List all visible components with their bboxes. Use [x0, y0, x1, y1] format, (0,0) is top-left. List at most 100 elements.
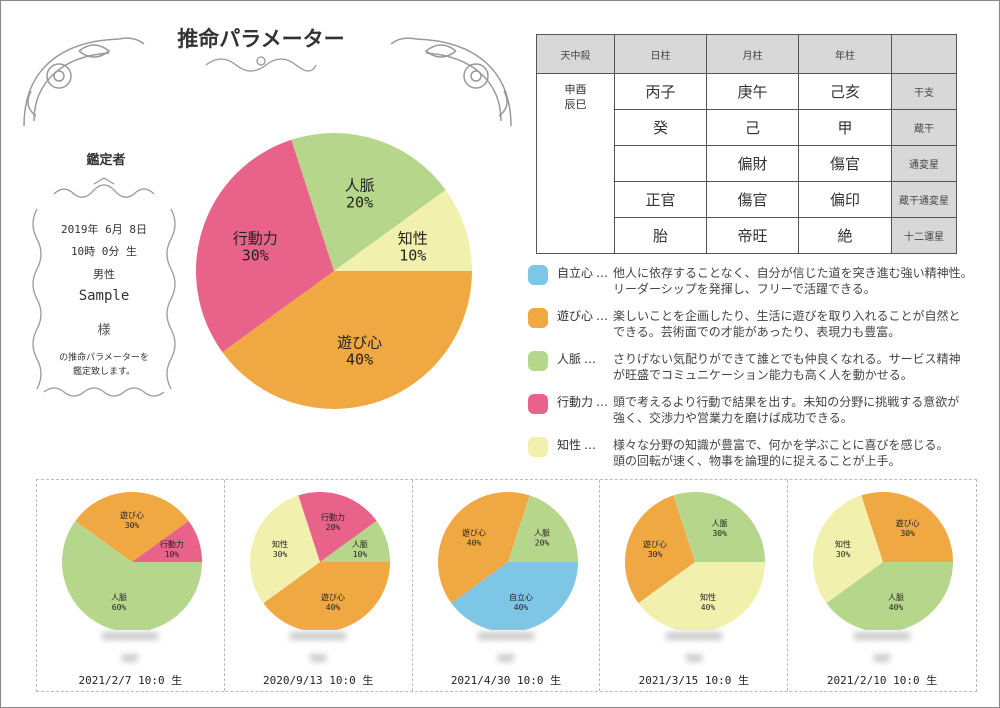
pie-slice-人脈 [291, 133, 446, 271]
slice-label: 知性 [398, 229, 428, 247]
table-cell: 傷官 [706, 181, 799, 219]
slice-value: 20% [534, 538, 549, 547]
slice-value: 40% [346, 351, 373, 369]
blurred-name [413, 632, 600, 640]
legend-name: 行動力… [557, 394, 613, 426]
slice-value: 10% [399, 246, 426, 264]
desc-line1: 楽しいことを企画したり、生活に遊びを取り入れることが自然と [613, 309, 961, 323]
birth-date-caption: 2021/3/15 10:0 生 [638, 674, 749, 687]
desc-line1: 頭で考えるより行動で結果を出す。未知の分野に挑戦する意欲が [613, 395, 960, 409]
slice-label: 知性 [700, 592, 716, 602]
pie-slice-行動力 [132, 520, 202, 562]
slice-value: 30% [273, 550, 288, 559]
legend-separator: … [584, 352, 597, 366]
honorific: 様 [97, 323, 111, 338]
birth-date-caption: 2021/4/30 10:0 生 [450, 674, 562, 687]
desc-line1: 様々な分野の知識が豊富で、何かを学ぶことに喜びを感じる。 [613, 438, 949, 452]
birth-date: 2019年 6月 8日 [61, 223, 147, 236]
pie-slice-知性 [249, 495, 320, 604]
legend-swatch [528, 394, 548, 414]
header-tenchusatsu: 天中殺 [536, 33, 615, 75]
slice-label: 人脈 [111, 592, 127, 602]
corner-ornament-right-icon [390, 37, 512, 127]
slice-label: 知性 [835, 539, 851, 549]
table-cell: 胎 [614, 217, 707, 254]
slice-label: 人脈 [345, 176, 375, 194]
legend-label: 自立心 [557, 266, 594, 280]
birth-date-caption: 2021/2/7 10:0 生 [78, 674, 183, 687]
slice-value: 60% [112, 603, 127, 612]
row-label: 蔵干 [891, 109, 957, 147]
table-cell: 正官 [614, 181, 707, 219]
blurred-gender [37, 654, 224, 662]
page-title: 推命パラメーター [177, 26, 345, 51]
legend-label: 知性 [557, 438, 582, 452]
table-row: 胎帝旺絶十二運星 [537, 217, 957, 254]
pie-slice-知性 [638, 562, 766, 630]
slice-value: 30% [713, 529, 728, 538]
frame-top-ornament-icon [53, 177, 155, 198]
row-label: 通変星 [891, 145, 957, 183]
pie-slice-行動力 [298, 492, 377, 562]
legend-separator: … [596, 395, 609, 409]
legend-item: 人脈… さりげない気配りができて誰とでも仲良くなれる。サービス精神 が旺盛でコミュ… [528, 351, 988, 383]
slice-value: 40% [466, 538, 481, 547]
pie-slice-知性 [334, 189, 472, 271]
meishiki-table: 天中殺 日柱 月柱 年柱 申酉 辰巳 丙子 庚午 己亥 干支癸己甲蔵干 偏財 傷官 通変星 正官傷… [536, 33, 957, 254]
table-cell [614, 145, 707, 183]
pie-slice-遊び心 [222, 271, 472, 409]
legend-name: 遊び心… [557, 308, 613, 340]
slice-value: 40% [701, 603, 716, 612]
legend-name: 知性… [557, 437, 613, 469]
appraisal-card: 2019年 6月 8日 10時 0分 生 男性 Sample 様 の推命パラメー… [29, 204, 179, 399]
pie-slice-人脈 [319, 520, 390, 562]
message-line1: の推命パラメーターを [59, 353, 149, 363]
legend-name: 自立心… [557, 265, 613, 297]
slice-label: 遊び心 [321, 592, 345, 602]
slice-label: 知性 [272, 539, 288, 549]
table-cell: 偏財 [706, 145, 799, 183]
legend-item: 行動力… 頭で考えるより行動で結果を出す。未知の分野に挑戦する意欲が 強く、交渉力… [528, 394, 988, 426]
table-cell: 帝旺 [706, 217, 799, 254]
desc-line2: リーダーシップを発揮し、フリーで活躍できる。 [613, 282, 876, 296]
legend-separator: … [584, 438, 597, 452]
gender: 男性 [93, 268, 115, 281]
scroll-frame-icon [32, 208, 176, 397]
slice-label: 人脈 [534, 527, 550, 537]
pie-slice-自立心 [450, 562, 578, 630]
table-cell: 癸 [614, 109, 707, 147]
row-label: 蔵干通変星 [891, 181, 957, 219]
legend: 自立心… 他人に依存することなく、自分が信じた道を突き進む強い精神性。 リーダーシ… [528, 265, 988, 480]
table-cell: 己亥 [798, 73, 892, 111]
slice-label: 遊び心 [337, 334, 382, 352]
table-row: 申酉 辰巳 丙子 庚午 己亥 干支 [536, 73, 957, 254]
pie-slice-人脈 [826, 562, 954, 630]
slice-label: 人脈 [352, 539, 368, 549]
pie-slice-遊び心 [437, 492, 530, 604]
legend-description: 他人に依存することなく、自分が信じた道を突き進む強い精神性。 リーダーシップを発揮… [613, 265, 973, 297]
blurred-gender [788, 654, 976, 662]
slice-label: 人脈 [888, 592, 904, 602]
slice-label: 自立心 [509, 592, 533, 602]
slice-value: 40% [889, 603, 904, 612]
table-cell: 庚午 [706, 73, 799, 111]
title-ornament-icon [205, 56, 317, 72]
slice-value: 40% [513, 603, 528, 612]
client-name: Sample [78, 288, 130, 304]
comparison-panel: 自立心 40% 遊び心 40% 人脈 20% 2021/4/30 10:0 生 [413, 480, 601, 691]
corner-ornament-left-icon [23, 37, 145, 127]
pie-slice-遊び心 [861, 492, 954, 562]
birth-time: 10時 0分 生 [70, 245, 138, 258]
comparison-panel: 人脈 40% 知性 30% 遊び心 30% 2021/2/10 10:0 生 [788, 480, 976, 691]
legend-separator: … [596, 266, 609, 280]
slice-value: 10% [353, 550, 368, 559]
header-month-pillar: 月柱 [706, 33, 799, 75]
tenchusatsu-line2: 辰巳 [564, 98, 587, 112]
legend-item: 自立心… 他人に依存することなく、自分が信じた道を突き進む強い精神性。 リーダーシ… [528, 265, 988, 297]
blurred-gender [225, 654, 412, 662]
